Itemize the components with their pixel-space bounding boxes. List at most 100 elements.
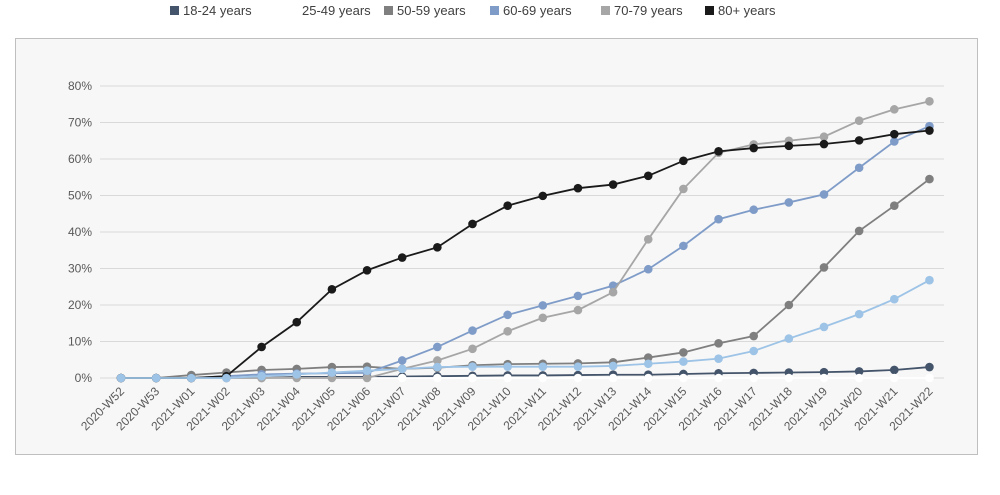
data-point xyxy=(854,226,864,236)
legend-label: 70-79 years xyxy=(614,3,683,18)
data-point xyxy=(925,373,934,383)
legend-item: 25-49 years xyxy=(289,3,371,18)
data-point xyxy=(362,266,372,275)
data-point xyxy=(714,147,723,156)
legend-swatch xyxy=(384,6,393,15)
data-point xyxy=(503,373,512,383)
y-tick-label: 50% xyxy=(68,189,92,203)
data-point xyxy=(573,291,583,301)
data-point xyxy=(362,373,372,383)
data-point xyxy=(468,373,477,383)
data-point xyxy=(468,326,477,335)
data-point xyxy=(608,373,618,383)
data-point xyxy=(714,354,723,363)
data-point xyxy=(503,326,512,336)
data-point xyxy=(819,373,829,383)
data-point xyxy=(854,116,864,125)
data-point xyxy=(749,143,758,153)
data-point xyxy=(503,201,512,211)
data-point xyxy=(925,174,934,184)
legend-item: 80+ years xyxy=(705,3,775,18)
data-point xyxy=(819,190,829,199)
data-point xyxy=(116,373,126,383)
data-point xyxy=(292,370,302,379)
y-tick-label: 60% xyxy=(68,152,92,166)
data-point xyxy=(679,241,688,251)
data-point xyxy=(538,373,548,383)
data-point xyxy=(784,300,794,310)
data-point xyxy=(925,275,934,285)
data-point xyxy=(925,126,934,135)
data-point xyxy=(538,191,548,201)
legend-label: 18-24 years xyxy=(183,3,252,18)
data-point xyxy=(784,198,794,207)
data-point xyxy=(819,132,829,142)
series-line xyxy=(121,178,930,379)
data-point xyxy=(538,301,548,310)
data-point xyxy=(433,342,442,352)
data-point xyxy=(468,344,477,354)
data-point xyxy=(257,371,266,381)
plot-area xyxy=(15,38,978,455)
data-point xyxy=(679,184,688,194)
data-point xyxy=(608,287,618,297)
series-line xyxy=(121,100,930,379)
data-point xyxy=(679,357,688,366)
data-point xyxy=(925,97,934,106)
data-point xyxy=(503,310,512,320)
legend-swatch xyxy=(170,6,179,15)
data-point xyxy=(643,235,653,244)
legend-swatch xyxy=(490,6,499,15)
data-point xyxy=(890,137,899,146)
data-point xyxy=(714,214,723,224)
data-point xyxy=(573,183,583,193)
legend-label: 50-59 years xyxy=(397,3,466,18)
data-point xyxy=(749,205,758,215)
data-point xyxy=(468,362,477,371)
data-point xyxy=(890,201,899,211)
legend-item: 60-69 years xyxy=(490,3,572,18)
data-point xyxy=(151,373,161,383)
data-point xyxy=(573,305,583,315)
data-point xyxy=(679,348,688,357)
data-point xyxy=(890,105,899,114)
data-point xyxy=(573,373,583,383)
data-point xyxy=(854,309,864,319)
data-point xyxy=(854,136,864,145)
series-line xyxy=(121,129,930,379)
data-point xyxy=(397,364,407,374)
data-point xyxy=(679,156,688,166)
series-line xyxy=(121,125,930,379)
y-tick-label: 20% xyxy=(68,298,92,312)
data-point xyxy=(890,129,899,139)
data-point xyxy=(327,368,337,377)
data-point xyxy=(643,171,653,181)
data-point xyxy=(890,365,899,375)
data-point xyxy=(257,342,266,352)
legend-swatch xyxy=(601,6,610,15)
series-2 xyxy=(116,174,934,383)
data-point xyxy=(854,163,864,173)
data-point xyxy=(819,263,829,272)
legend-swatch xyxy=(705,6,714,15)
data-point xyxy=(573,362,583,371)
legend-label: 25-49 years xyxy=(302,3,371,18)
data-point xyxy=(433,373,442,383)
data-point xyxy=(433,243,442,252)
data-point xyxy=(397,356,407,365)
legend: 18-24 years 25-49 years 50-59 years 60-69 y… xyxy=(0,0,1000,22)
series-4 xyxy=(116,97,934,383)
legend-item: 70-79 years xyxy=(601,3,683,18)
data-point xyxy=(608,361,618,371)
data-point xyxy=(925,362,934,372)
data-point xyxy=(538,362,548,371)
data-point xyxy=(362,366,372,376)
data-point xyxy=(503,362,512,371)
y-tick-label: 70% xyxy=(68,116,92,130)
y-tick-label: 40% xyxy=(68,225,92,239)
data-point xyxy=(714,373,723,383)
legend-item: 18-24 years xyxy=(170,3,252,18)
data-point xyxy=(714,339,723,348)
